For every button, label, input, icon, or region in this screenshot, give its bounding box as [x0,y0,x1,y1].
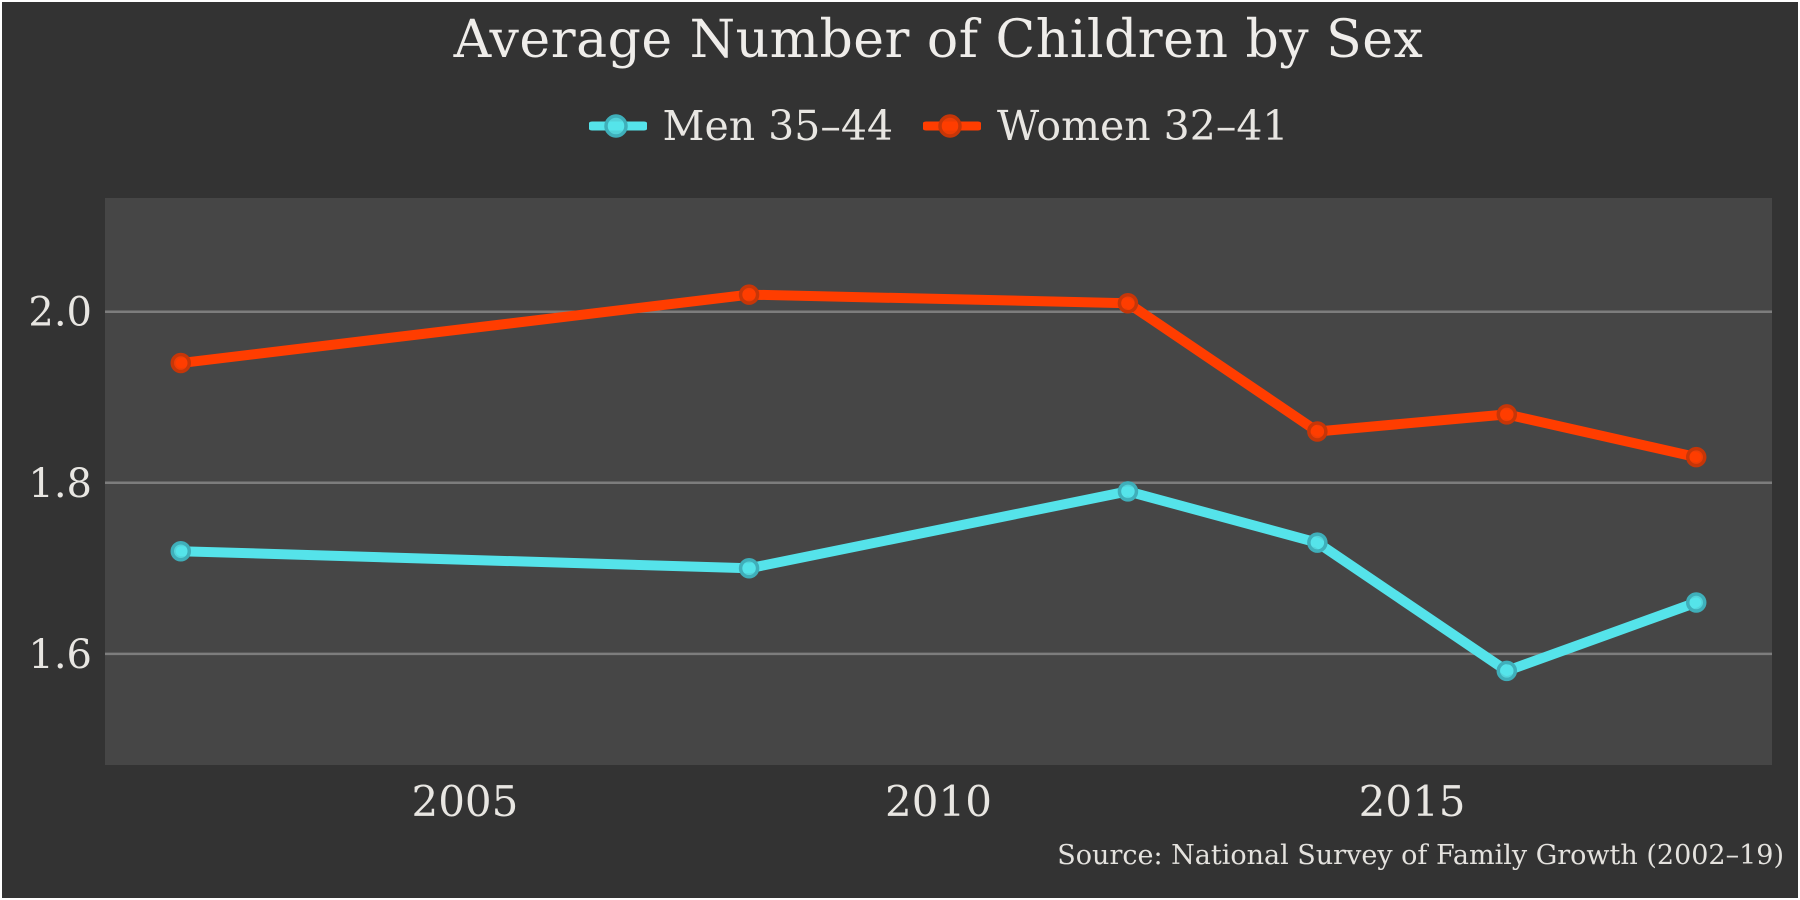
data-point-marker [1685,592,1707,613]
data-point-marker [1496,404,1518,425]
x-tick-label: 2010 [885,777,992,826]
legend-marker-icon [923,114,982,138]
legend-label: Women 32–41 [997,102,1289,150]
data-point-marker [738,558,760,579]
legend-item-men-35-44: Men 35–44 [588,102,894,150]
source-note: Source: National Survey of Family Growth… [1057,840,1784,871]
data-point-marker [170,540,192,562]
y-tick-label: 2.0 [28,290,92,336]
chart-title: Average Number of Children by Sex [453,10,1424,70]
data-point-marker [1307,421,1328,442]
legend-marker-icon [588,114,647,138]
data-point-marker [1685,446,1707,468]
y-tick-label: 1.6 [28,632,92,678]
legend-label: Men 35–44 [662,102,894,150]
data-point-marker [1307,532,1328,553]
data-point-marker [1496,660,1518,682]
x-tick-label: 2005 [411,777,518,826]
legend-dot [938,114,962,138]
data-point-marker [1117,481,1139,502]
data-point-marker [738,284,760,305]
data-point-marker [170,352,192,374]
chart-legend: Men 35–44 Women 32–41 [105,102,1772,150]
data-point-marker [1117,292,1139,314]
legend-dot [603,114,628,138]
x-tick-label: 2015 [1359,777,1466,826]
plot-area [105,198,1772,765]
y-tick-label: 1.8 [28,461,92,507]
legend-item-women-32-41: Women 32–41 [923,102,1289,150]
series-line-men-35-44 [175,486,1702,676]
series-line-women-32-41 [175,289,1702,463]
